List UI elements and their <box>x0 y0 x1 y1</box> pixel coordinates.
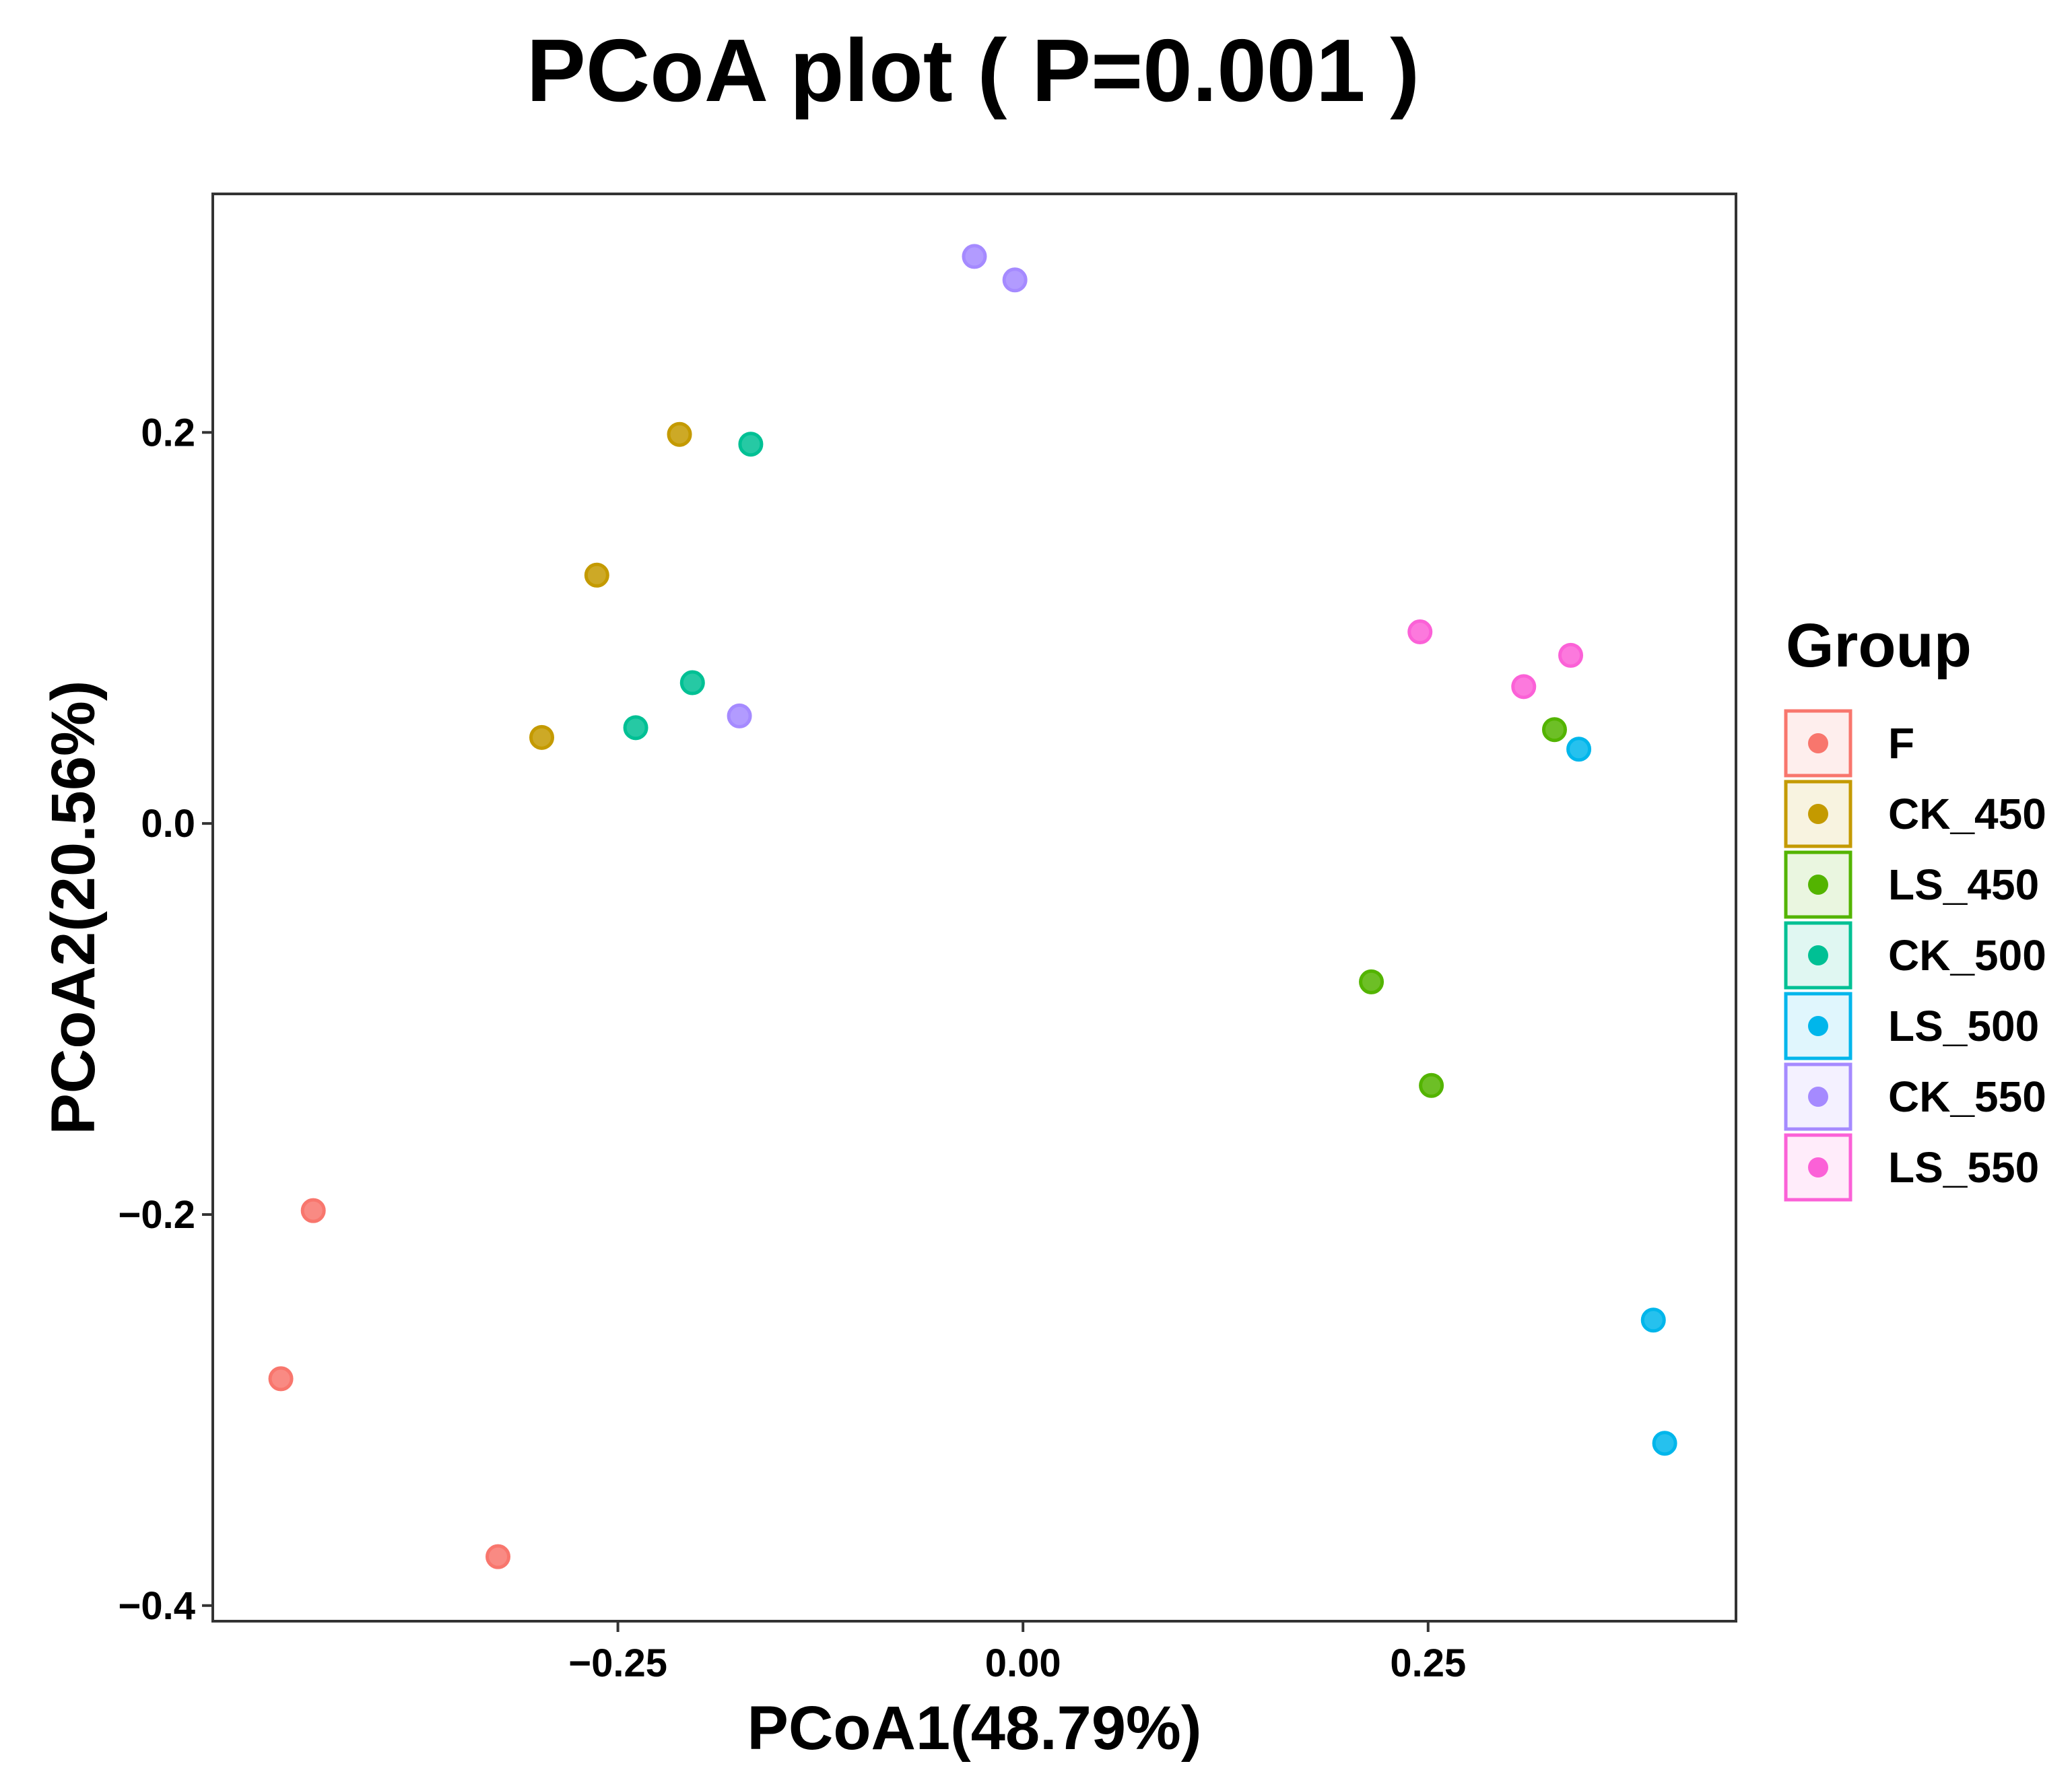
legend-label: CK_550 <box>1888 1072 2046 1121</box>
y-tick-label: −0.2 <box>119 1193 196 1237</box>
data-point-ck-450 <box>667 421 692 447</box>
data-point-ls-550 <box>1558 642 1584 668</box>
y-tick-label: −0.4 <box>119 1584 196 1628</box>
x-tick-label: −0.25 <box>568 1641 667 1685</box>
y-axis-title: PCoA2(20.56%) <box>39 681 108 1135</box>
plot-panel <box>211 193 1737 1623</box>
data-point-ck-550 <box>1002 267 1028 293</box>
legend-label: LS_500 <box>1888 1002 2039 1050</box>
scatter-points <box>268 244 1677 1569</box>
legend-label: LS_450 <box>1888 860 2039 909</box>
legend-key-dot <box>1808 875 1828 895</box>
x-axis: −0.25 0.00 0.25 <box>568 1621 1466 1685</box>
chart-title: PCoA plot ( P=0.001 ) <box>527 21 1419 120</box>
legend-key-dot <box>1808 945 1828 965</box>
data-point-ls-500 <box>1652 1431 1677 1456</box>
y-tick-label: 0.2 <box>141 411 195 454</box>
legend-label: CK_500 <box>1888 931 2046 980</box>
data-point-ls-450 <box>1419 1072 1444 1098</box>
data-point-ck-550 <box>962 244 987 269</box>
data-point-ls-550 <box>1407 619 1433 645</box>
data-point-ls-500 <box>1566 737 1592 762</box>
legend-title: Group <box>1786 611 1972 680</box>
data-point-f <box>300 1198 326 1223</box>
data-point-ck-500 <box>679 670 705 695</box>
legend: Group F CK_450 LS_450 CK_500 LS_500 CK_550 LS_… <box>1784 611 2046 1202</box>
legend-label: LS_550 <box>1888 1143 2039 1192</box>
x-axis-title: PCoA1(48.79%) <box>747 1694 1202 1763</box>
data-point-ck-450 <box>529 724 554 750</box>
data-point-ck-500 <box>738 432 764 457</box>
data-point-ls-450 <box>1359 969 1384 994</box>
legend-key-box <box>1784 780 1852 848</box>
data-point-ck-500 <box>623 715 648 741</box>
y-tick-label: 0.0 <box>141 802 195 846</box>
legend-key-dot <box>1808 733 1828 753</box>
legend-key-dot <box>1808 1016 1828 1036</box>
legend-key-dot <box>1808 1157 1828 1178</box>
legend-label: CK_450 <box>1888 790 2046 838</box>
legend-key-dot <box>1808 1087 1828 1107</box>
data-point-ls-500 <box>1640 1307 1666 1333</box>
x-tick-label: 0.00 <box>985 1641 1061 1685</box>
data-point-ls-450 <box>1541 717 1567 743</box>
legend-label: F <box>1888 719 1914 768</box>
data-point-ls-550 <box>1511 674 1537 700</box>
data-point-f <box>268 1366 294 1392</box>
x-tick-label: 0.25 <box>1390 1641 1466 1685</box>
legend-key-box <box>1784 850 1852 919</box>
data-point-f <box>486 1544 511 1569</box>
data-point-ck-550 <box>727 703 752 728</box>
y-axis: 0.2 0.0 −0.2 −0.4 <box>119 411 213 1628</box>
data-point-ck-450 <box>584 562 609 588</box>
legend-key-dot <box>1808 804 1828 824</box>
